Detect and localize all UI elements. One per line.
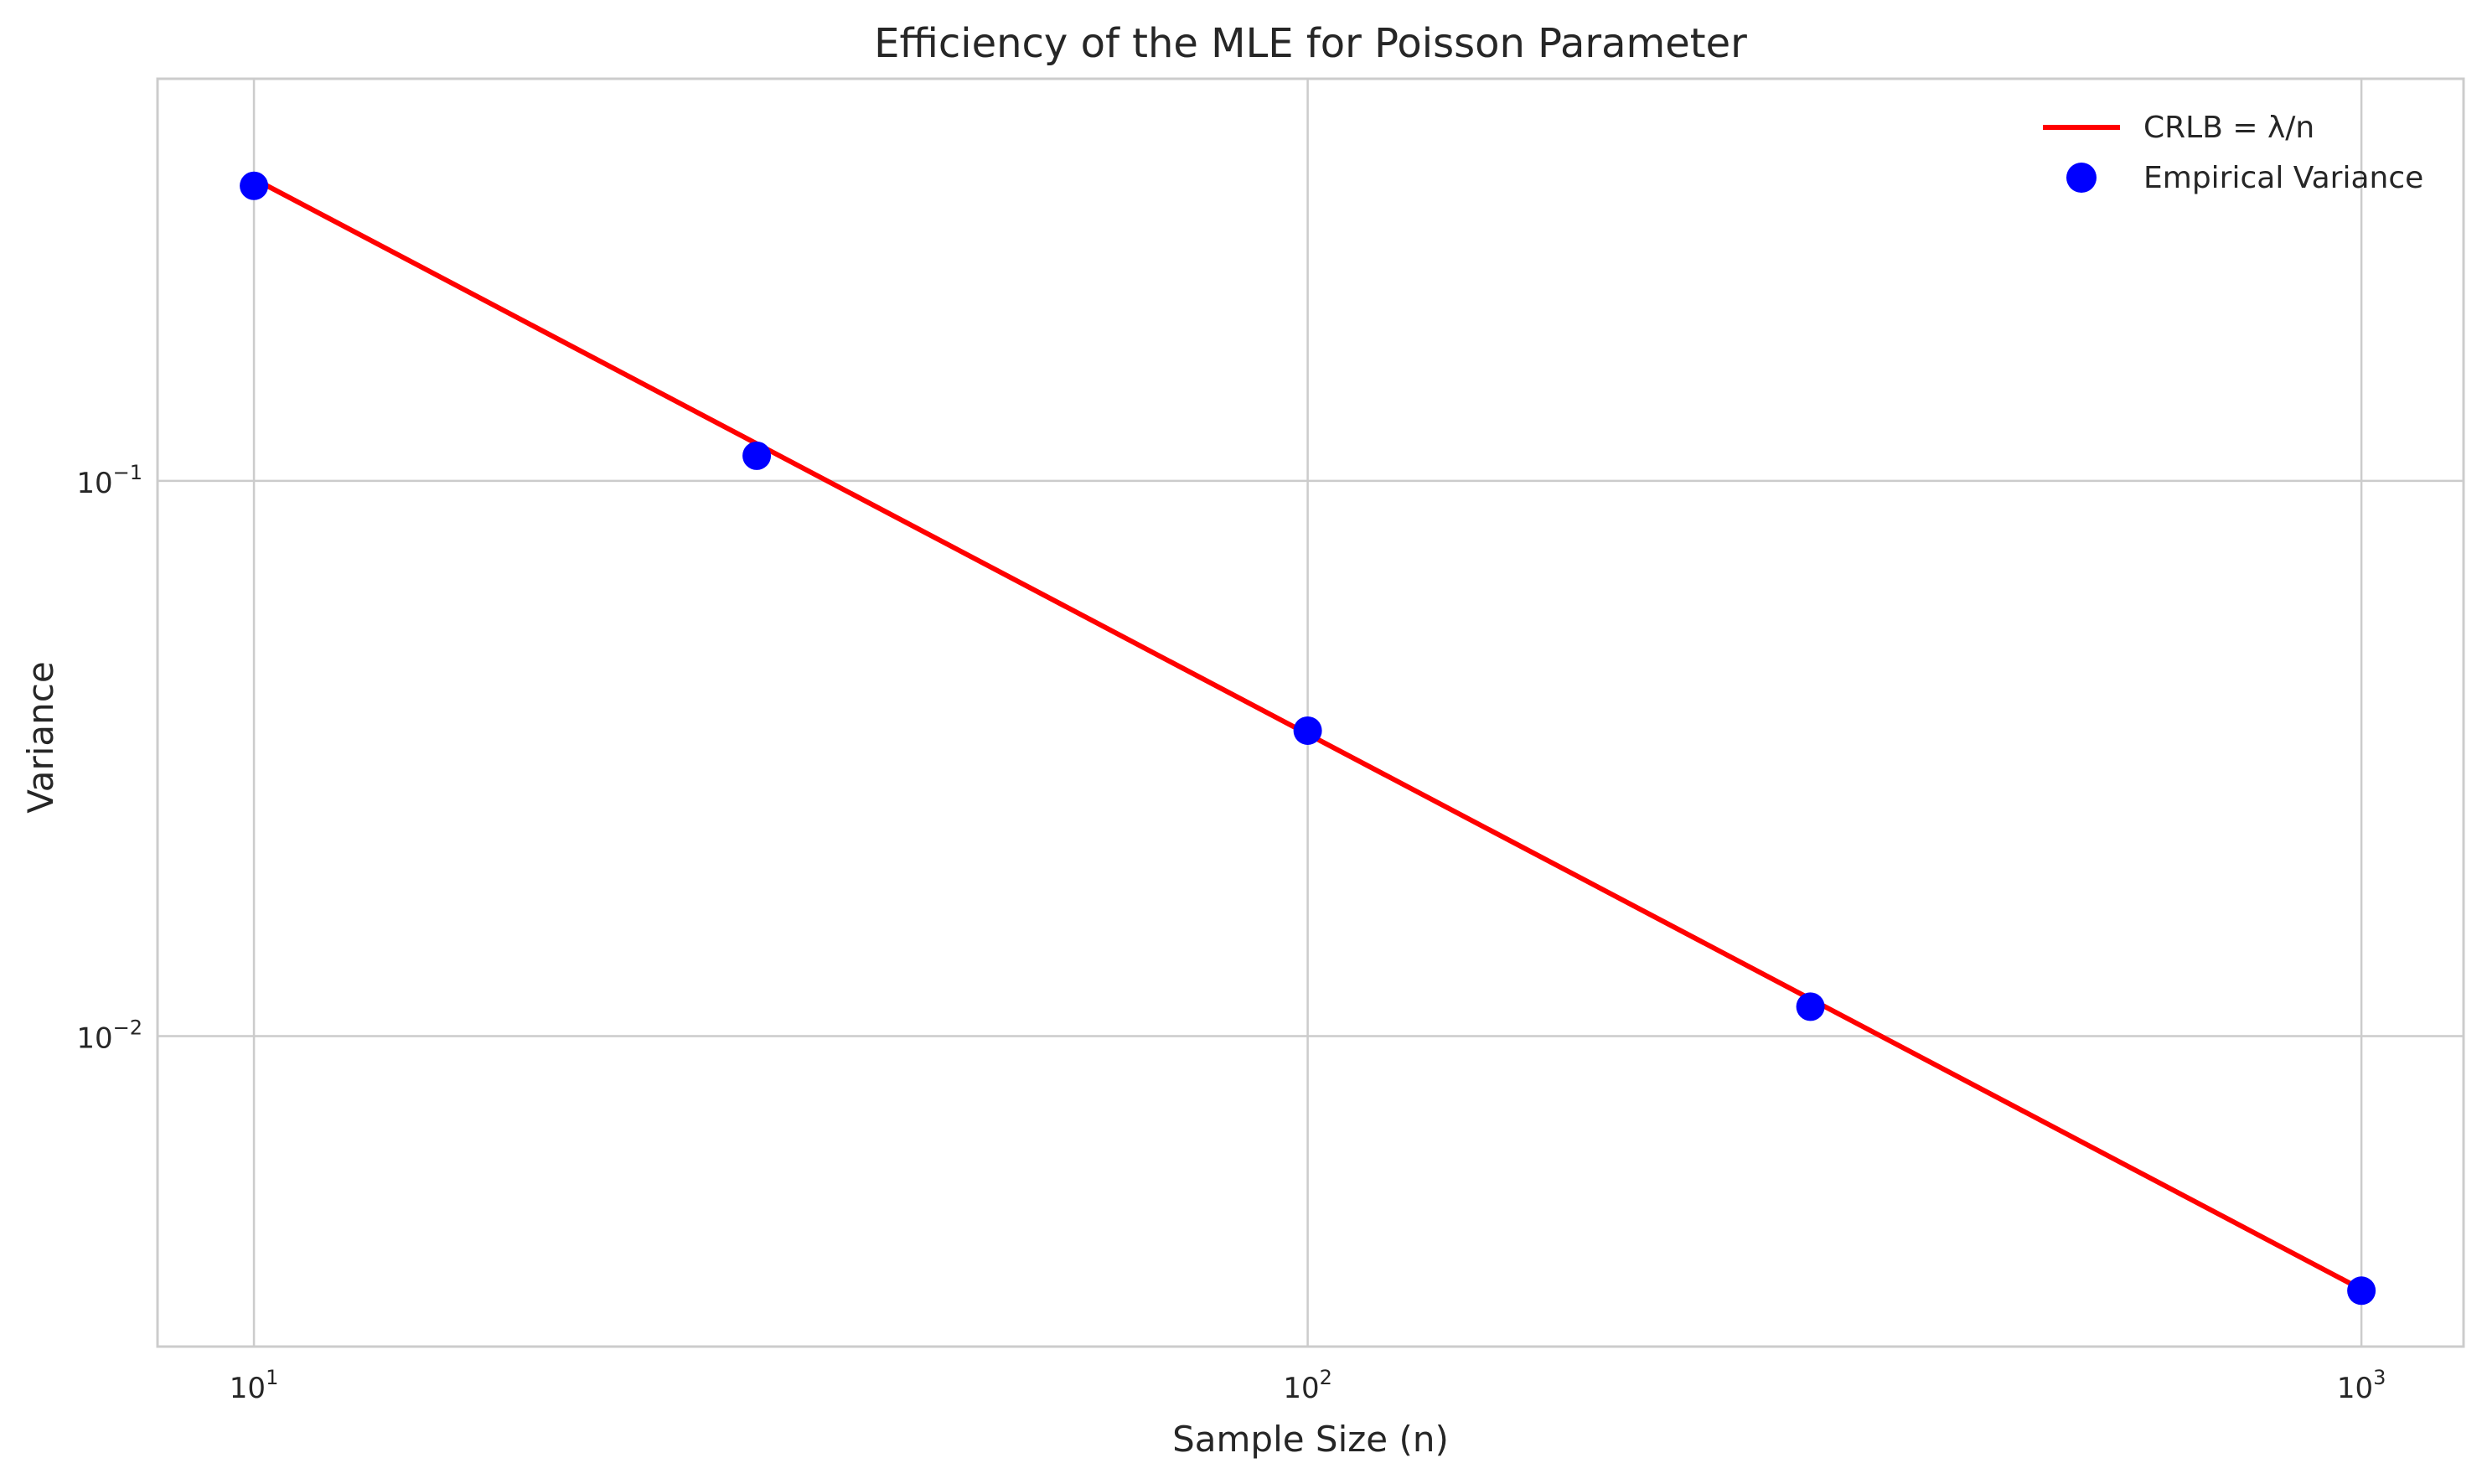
x-tick-labels: 101 102 103: [230, 1366, 2386, 1405]
x-tick-base: 10: [230, 1372, 266, 1405]
series-layer: [240, 171, 2376, 1306]
x-tick-label: 102: [1283, 1366, 1332, 1405]
y-tick-exponent: −1: [113, 461, 142, 484]
empirical-variance-point: [742, 441, 772, 470]
y-tick-label: 10−1: [76, 461, 142, 500]
legend-label-empirical: Empirical Variance: [2143, 161, 2423, 195]
empirical-variance-point: [1796, 992, 1825, 1021]
empirical-variance-point: [2347, 1276, 2376, 1306]
y-tick-base: 10: [76, 467, 112, 500]
x-tick-label: 101: [230, 1366, 279, 1405]
y-tick-labels: 10−110−2: [76, 461, 142, 1056]
x-axis-label: Sample Size (n): [1172, 1419, 1449, 1460]
plot-frame: [156, 77, 2465, 1348]
x-tick-exponent: 1: [266, 1366, 278, 1389]
legend-point-marker: [2066, 163, 2097, 193]
grid-layer: [158, 79, 2464, 1347]
legend: CRLB = λ/n Empirical Variance: [2043, 111, 2423, 195]
x-tick-base: 10: [1283, 1372, 1319, 1405]
x-tick-label: 103: [2337, 1366, 2386, 1405]
empirical-variance-point: [240, 171, 269, 200]
x-tick-base: 10: [2337, 1372, 2373, 1405]
y-tick-label: 10−2: [76, 1016, 142, 1056]
empirical-variance-point: [1293, 716, 1322, 745]
x-tick-exponent: 3: [2373, 1366, 2386, 1389]
chart-title: Efficiency of the MLE for Poisson Parame…: [874, 20, 1747, 67]
y-tick-exponent: −2: [113, 1016, 142, 1040]
legend-label-crlb: CRLB = λ/n: [2143, 111, 2314, 145]
y-axis-label: Variance: [20, 661, 61, 813]
x-tick-exponent: 2: [1320, 1366, 1332, 1389]
y-tick-base: 10: [76, 1022, 112, 1056]
